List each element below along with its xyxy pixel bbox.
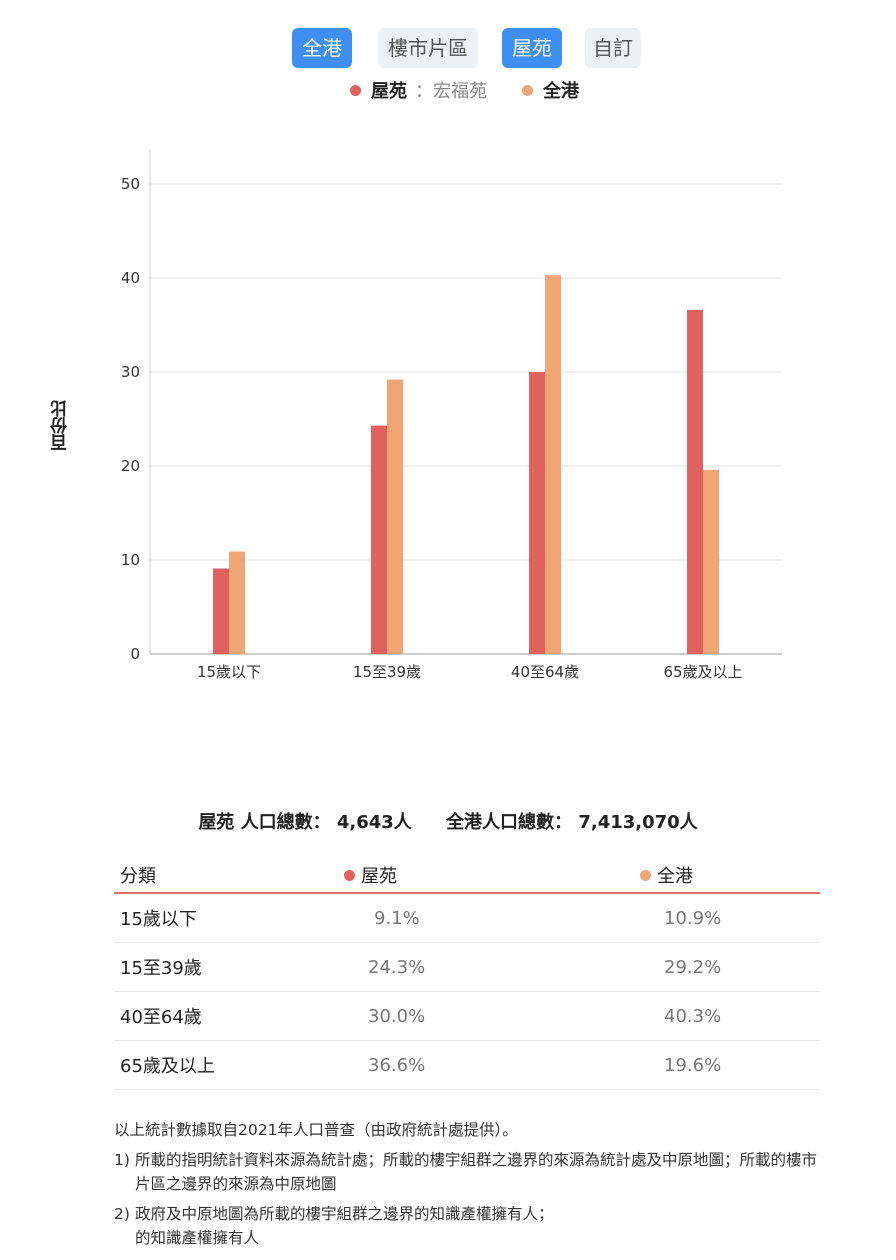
row-hk-value: 29.2% xyxy=(634,942,820,992)
bar-estate xyxy=(213,568,229,654)
bar-hk xyxy=(229,551,245,654)
row-category: 15歲以下 xyxy=(114,893,338,943)
x-tick-label: 65歲及以上 xyxy=(663,663,742,681)
row-estate-value: 30.0% xyxy=(338,991,634,1041)
footnote-1: 1) 所載的指明統計資料來源為統計處；所載的樓宇組群之邊界的來源為統計處及中原地… xyxy=(114,1148,824,1196)
footnote-1-number: 1) xyxy=(114,1151,130,1169)
row-estate-value: 9.1% xyxy=(338,893,634,943)
scope-tabs: 全港 樓市片區 屋苑 自訂 xyxy=(0,28,896,68)
header-hk-label: 全港 xyxy=(657,866,693,887)
legend-dot-estate xyxy=(350,84,361,96)
legend-estate-name: ：宏福苑 xyxy=(415,81,487,102)
bar-hk xyxy=(545,275,561,654)
x-tick-label: 15至39歲 xyxy=(353,663,421,681)
hk-population-total: 全港人口總數： 7,413,070人 xyxy=(446,812,698,833)
header-estate: 屋苑 xyxy=(338,858,634,894)
population-totals: 屋苑 人口總數： 4,643人 全港人口總數： 7,413,070人 xyxy=(0,808,896,834)
footnote-2-number: 2) xyxy=(114,1205,130,1223)
legend-item-estate[interactable]: 屋苑 ：宏福苑 xyxy=(350,80,487,104)
table-row: 15歲以下 9.1% 10.9% xyxy=(114,893,820,943)
header-estate-label: 屋苑 xyxy=(361,866,397,887)
row-estate-value: 36.6% xyxy=(338,1040,634,1090)
age-table: 分類 屋苑 全港 15歲以下 9.1% 10.9% 15至39歲 24.3% 2… xyxy=(114,858,820,1090)
bar-estate xyxy=(371,425,387,654)
row-hk-value: 40.3% xyxy=(634,991,820,1041)
header-estate-dot xyxy=(344,869,355,881)
x-tick-label: 40至64歲 xyxy=(511,663,579,681)
age-distribution-chart: 0 10 20 30 40 50 15歲以下 15至39歲 40至64歲 65歲及以上 xyxy=(121,150,782,681)
y-tick-label: 20 xyxy=(121,457,140,475)
row-hk-value: 19.6% xyxy=(634,1040,820,1090)
table-header-row: 分類 屋苑 全港 xyxy=(114,858,820,894)
y-tick-label: 0 xyxy=(130,645,140,663)
tab-estate[interactable]: 屋苑 xyxy=(502,28,562,68)
y-tick-label: 50 xyxy=(121,175,140,193)
row-category: 40至64歲 xyxy=(114,991,338,1041)
bar-hk xyxy=(387,379,403,654)
row-category: 15至39歲 xyxy=(114,942,338,992)
x-tick-label: 15歲以下 xyxy=(197,663,261,681)
header-category: 分類 xyxy=(114,858,338,894)
legend-dot-hk xyxy=(522,84,533,96)
estate-population-total: 屋苑 人口總數： 4,643人 xyxy=(198,812,412,833)
row-hk-value: 10.9% xyxy=(634,893,820,943)
y-tick-label: 10 xyxy=(121,551,140,569)
bar-estate xyxy=(687,309,703,654)
chart-legend: 屋苑 ：宏福苑 全港 xyxy=(0,80,896,104)
table-row: 15至39歲 24.3% 29.2% xyxy=(114,942,820,992)
y-tick-label: 40 xyxy=(121,269,140,287)
table-row: 40至64歲 30.0% 40.3% xyxy=(114,991,820,1041)
legend-label-hk: 全港 xyxy=(543,81,579,102)
bar-hk xyxy=(703,469,719,654)
footnote-1-text: 所載的指明統計資料來源為統計處；所載的樓宇組群之邊界的來源為統計處及中原地圖；所… xyxy=(135,1151,818,1193)
footnote-2-text-cont: 的知識產權擁有人 xyxy=(135,1229,260,1247)
tab-hk[interactable]: 全港 xyxy=(292,28,352,68)
table-row: 65歲及以上 36.6% 19.6% xyxy=(114,1040,820,1090)
bar-estate xyxy=(529,372,545,654)
tab-custom[interactable]: 自訂 xyxy=(585,28,641,68)
tab-district[interactable]: 樓市片區 xyxy=(378,28,478,68)
header-hk: 全港 xyxy=(634,858,820,894)
row-category: 65歲及以上 xyxy=(114,1040,338,1090)
legend-item-hk[interactable]: 全港 xyxy=(522,80,579,104)
footnote-2: 2) 政府及中原地圖為所載的樓宇組群之邊界的知識產權擁有人； 的知識產權擁有人 xyxy=(114,1202,824,1250)
footnotes: 以上統計數據取自2021年人口普查（由政府統計處提供）。 1) 所載的指明統計資… xyxy=(114,1118,824,1250)
y-tick-label: 30 xyxy=(121,363,140,381)
row-estate-value: 24.3% xyxy=(338,942,634,992)
footnote-intro: 以上統計數據取自2021年人口普查（由政府統計處提供）。 xyxy=(114,1121,518,1139)
header-hk-dot xyxy=(640,869,651,881)
footnote-2-text: 政府及中原地圖為所載的樓宇組群之邊界的知識產權擁有人； xyxy=(135,1205,554,1223)
legend-label-estate: 屋苑 xyxy=(371,81,407,102)
